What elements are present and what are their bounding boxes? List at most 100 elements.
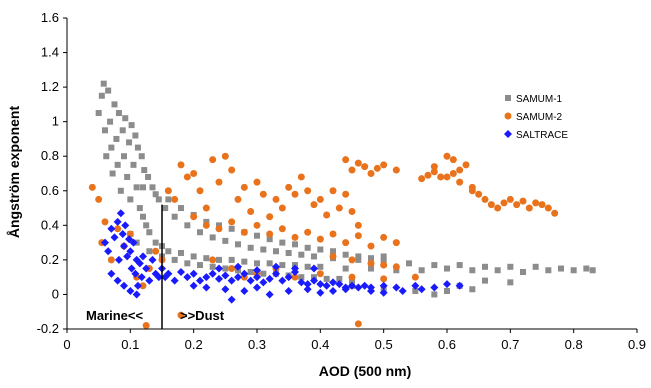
data-point-saltrace: [139, 252, 147, 261]
data-point-samum-2: [354, 159, 362, 167]
data-point-samum-1: [311, 253, 317, 260]
y-tick-label: 0.8: [41, 148, 59, 163]
x-tick-label: 0.9: [628, 337, 646, 352]
data-point-saltrace: [123, 252, 132, 261]
data-point-samum-1: [558, 265, 564, 272]
data-point-saltrace: [154, 273, 163, 282]
data-point-saltrace: [227, 276, 236, 285]
data-point-samum-1: [456, 262, 463, 269]
data-point-saltrace: [227, 295, 236, 304]
data-point-samum-1: [355, 256, 362, 263]
data-point-samum-2: [114, 225, 122, 233]
data-point-samum-2: [348, 208, 356, 216]
data-point-samum-2: [456, 166, 464, 174]
data-point-samum-1: [317, 263, 324, 270]
data-point-samum-1: [342, 251, 349, 258]
data-point-samum-2: [437, 173, 445, 181]
data-point-samum-2: [468, 187, 476, 195]
data-point-samum-1: [184, 260, 191, 267]
data-point-samum-1: [298, 274, 305, 281]
data-point-samum-1: [520, 268, 526, 275]
data-point-samum-2: [266, 213, 274, 221]
data-point-samum-2: [481, 195, 489, 203]
data-point-samum-1: [171, 256, 178, 263]
y-tick-label: 0.6: [41, 183, 59, 198]
data-point-samum-2: [291, 190, 299, 198]
data-point-samum-2: [348, 166, 356, 174]
x-tick-label: 0.5: [375, 337, 393, 352]
data-point-samum-2: [348, 256, 356, 264]
data-point-samum-2: [209, 256, 217, 264]
data-point-samum-2: [101, 218, 109, 226]
data-point-samum-1: [95, 110, 102, 117]
data-point-samum-2: [392, 263, 400, 271]
data-point-samum-2: [183, 173, 191, 181]
data-point-samum-2: [430, 163, 438, 171]
data-point-saltrace: [316, 288, 325, 297]
data-point-samum-2: [544, 204, 552, 212]
data-point-samum-2: [316, 195, 324, 203]
data-point-samum-2: [190, 170, 198, 177]
legend-marker-samum-2: [504, 112, 512, 120]
y-tick-label: 1: [52, 114, 59, 129]
data-point-saltrace: [196, 276, 204, 285]
data-point-samum-1: [241, 258, 248, 265]
x-axis-title: AOD (500 nm): [319, 363, 412, 379]
data-point-samum-2: [228, 265, 236, 273]
data-point-samum-1: [152, 239, 159, 246]
data-point-saltrace: [259, 278, 268, 287]
legend-marker-saltrace: [504, 130, 512, 138]
data-point-saltrace: [265, 274, 274, 283]
data-point-samum-1: [105, 87, 112, 94]
annotation-dust: >>Dust: [180, 308, 225, 323]
data-point-samum-2: [316, 270, 324, 278]
data-point-samum-1: [184, 222, 191, 229]
data-point-samum-1: [507, 263, 514, 270]
data-point-samum-1: [228, 256, 235, 263]
y-tick-label: -0.2: [37, 321, 59, 336]
data-point-saltrace: [104, 247, 113, 256]
legend-label: SALTRACE: [516, 130, 568, 141]
data-point-samum-2: [142, 322, 150, 330]
data-point-samum-2: [259, 190, 267, 198]
data-point-samum-2: [196, 187, 204, 195]
data-point-samum-2: [304, 187, 312, 195]
data-point-samum-1: [107, 118, 114, 125]
data-point-samum-2: [354, 232, 362, 240]
data-point-samum-2: [152, 247, 160, 255]
data-point-samum-1: [222, 265, 229, 272]
data-point-samum-1: [178, 205, 184, 212]
data-point-saltrace: [354, 283, 363, 292]
data-point-saltrace: [164, 269, 173, 278]
data-point-samum-2: [88, 183, 96, 191]
data-point-samum-2: [291, 273, 299, 281]
data-point-saltrace: [120, 242, 128, 251]
data-point-saltrace: [379, 288, 388, 297]
data-point-samum-2: [297, 173, 305, 181]
data-point-saltrace: [135, 259, 144, 268]
data-point-samum-2: [513, 201, 521, 209]
data-point-samum-1: [292, 241, 298, 248]
data-point-samum-2: [215, 225, 223, 233]
data-point-samum-1: [216, 256, 222, 263]
data-point-samum-1: [130, 161, 137, 168]
data-point-saltrace: [360, 281, 369, 290]
data-point-samum-1: [133, 184, 140, 191]
data-point-samum-2: [190, 213, 198, 221]
data-point-saltrace: [234, 262, 242, 271]
data-point-samum-1: [140, 213, 146, 220]
data-point-samum-1: [109, 170, 116, 177]
y-tick-label: 0.4: [41, 217, 59, 232]
data-point-samum-2: [342, 156, 350, 164]
data-point-samum-2: [380, 233, 388, 241]
data-point-saltrace: [392, 283, 401, 292]
data-point-samum-1: [146, 229, 153, 236]
data-point-saltrace: [253, 283, 261, 292]
data-point-samum-2: [240, 183, 248, 191]
x-tick-label: 0.7: [501, 337, 519, 352]
data-point-saltrace: [107, 269, 116, 278]
data-point-samum-2: [392, 166, 400, 174]
data-point-saltrace: [177, 267, 185, 276]
data-point-samum-2: [525, 204, 533, 212]
data-point-saltrace: [291, 267, 299, 276]
